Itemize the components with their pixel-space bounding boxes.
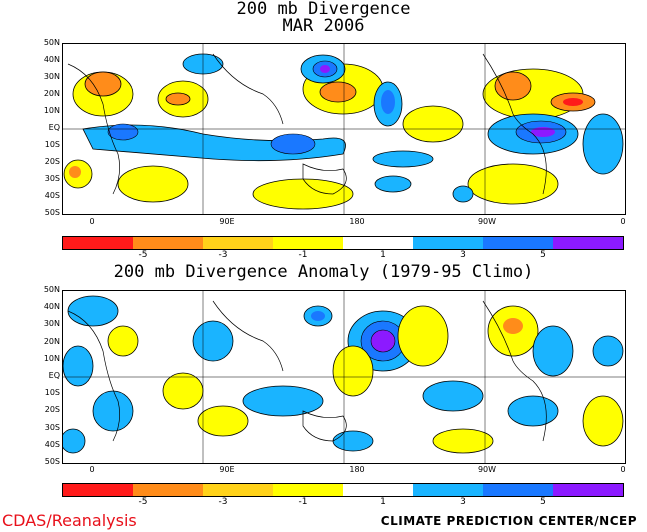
lon-label: 90W (477, 217, 497, 226)
lon-label: 0 (620, 217, 626, 226)
colorbar-top (62, 236, 624, 250)
lon-label: 0 (89, 217, 95, 226)
colorbar-tick: -3 (218, 497, 228, 507)
lat-label: 40S (44, 191, 60, 200)
colorbar-segment (553, 237, 623, 249)
colorbar-tick: -5 (138, 497, 148, 507)
lon-label: 0 (89, 465, 95, 474)
lat-label: EQ (48, 123, 60, 132)
colorbar-tick: -1 (298, 497, 308, 507)
colorbar-tick: -3 (218, 250, 228, 260)
lat-label: 10N (43, 354, 60, 363)
lat-label: 30N (43, 319, 60, 328)
colorbar-segment (273, 237, 343, 249)
colorbar-segment (343, 237, 413, 249)
lon-label: 90W (477, 465, 497, 474)
lat-label: 20S (44, 405, 60, 414)
lon-label: 180 (349, 217, 365, 226)
lat-label: 20N (43, 89, 60, 98)
colorbar-segment (413, 484, 483, 496)
lat-label: 40S (44, 440, 60, 449)
colorbar-tick: 3 (460, 250, 466, 260)
colorbar-tick: 5 (540, 497, 546, 507)
lat-label: 40N (43, 302, 60, 311)
lat-label: 50S (44, 208, 60, 217)
lat-label: 10S (44, 140, 60, 149)
divergence-field (63, 44, 625, 214)
lon-label: 90E (219, 465, 235, 474)
colorbar-segment (343, 484, 413, 496)
colorbar-tick: 5 (540, 250, 546, 260)
lat-label: 50N (43, 38, 60, 47)
lat-label: 50S (44, 457, 60, 466)
colorbar-segment (203, 237, 273, 249)
panel1-title-line2: MAR 2006 (282, 16, 365, 36)
colorbar-tick: 1 (380, 250, 386, 260)
lat-label: 30N (43, 72, 60, 81)
colorbar-bottom (62, 483, 624, 497)
lat-label: 10N (43, 106, 60, 115)
colorbar-segment (483, 484, 553, 496)
divergence-map (62, 43, 626, 215)
lat-label: EQ (48, 371, 60, 380)
divergence-anomaly-field (63, 291, 625, 463)
credit-label: CLIMATE PREDICTION CENTER/NCEP (380, 514, 637, 528)
lat-label: 20N (43, 337, 60, 346)
colorbar-segment (63, 237, 133, 249)
lat-label: 30S (44, 423, 60, 432)
colorbar-segment (63, 484, 133, 496)
lon-label: 180 (349, 465, 365, 474)
lon-label: 0 (620, 465, 626, 474)
colorbar-tick: -5 (138, 250, 148, 260)
colorbar-tick: -1 (298, 250, 308, 260)
colorbar-segment (413, 237, 483, 249)
lon-label: 90E (219, 217, 235, 226)
colorbar-segment (553, 484, 623, 496)
panel1-title-line1: 200 mb Divergence (236, 0, 411, 19)
lat-label: 50N (43, 285, 60, 294)
colorbar-tick: 3 (460, 497, 466, 507)
colorbar-segment (273, 484, 343, 496)
divergence-anomaly-map (62, 290, 626, 464)
colorbar-segment (133, 484, 203, 496)
colorbar-segment (203, 484, 273, 496)
lat-label: 30S (44, 174, 60, 183)
colorbar-segment (483, 237, 553, 249)
colorbar-tick: 1 (380, 497, 386, 507)
colorbar-segment (133, 237, 203, 249)
lat-label: 40N (43, 55, 60, 64)
source-label: CDAS/Reanalysis (2, 511, 137, 530)
lat-label: 10S (44, 388, 60, 397)
lat-label: 20S (44, 157, 60, 166)
panel2-title: 200 mb Divergence Anomaly (1979-95 Climo… (113, 262, 534, 282)
